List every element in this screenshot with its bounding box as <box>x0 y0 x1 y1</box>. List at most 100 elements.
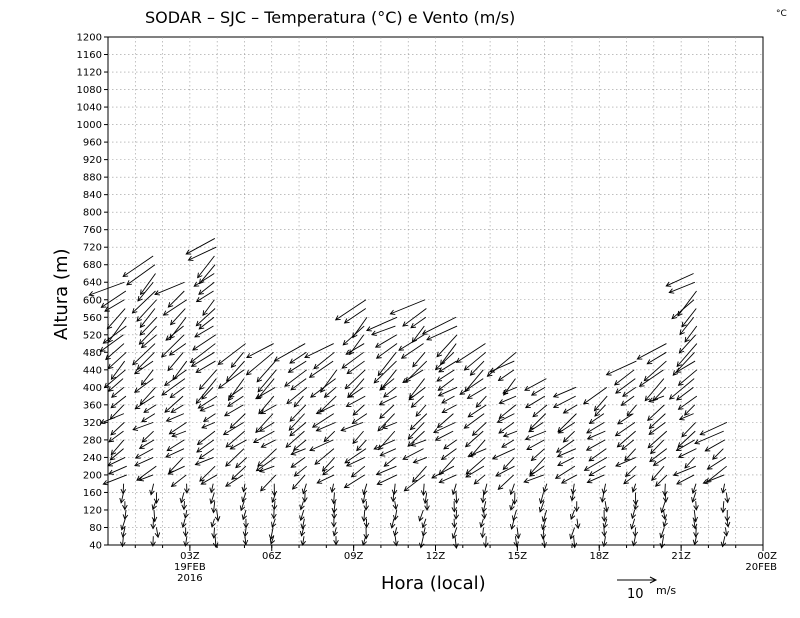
y-tick-label: 440 <box>83 365 102 376</box>
wind-barb-head <box>195 398 202 405</box>
wind-barb-head <box>402 454 409 460</box>
wind-barb <box>441 448 457 460</box>
wind-barb-head <box>181 522 187 529</box>
x-tick-date: 19FEB <box>174 562 206 573</box>
wind-barb <box>617 430 636 448</box>
wind-barb <box>655 474 668 487</box>
wind-barb <box>346 457 365 467</box>
wind-barb-head <box>289 416 296 422</box>
wind-barb <box>199 369 217 390</box>
wind-barb <box>150 483 155 495</box>
wind-barb-head <box>644 395 651 402</box>
wind-barb-head <box>104 306 110 312</box>
wind-barb <box>571 492 574 501</box>
wind-barb <box>331 483 334 493</box>
wind-barb <box>516 527 520 539</box>
wind-barb-head <box>162 310 169 316</box>
wind-barb <box>226 360 245 382</box>
wind-barb-head <box>290 462 297 468</box>
wind-barb-head <box>169 333 175 340</box>
wind-barb <box>650 439 665 454</box>
x-axis-title: Hora (local) <box>381 573 486 594</box>
wind-barb <box>424 492 428 504</box>
wind-barb <box>633 536 636 546</box>
wind-barb-head <box>434 435 441 441</box>
wind-barb <box>377 474 398 485</box>
wind-barb <box>300 501 304 510</box>
wind-barb <box>243 483 246 492</box>
wind-barb <box>531 386 546 396</box>
wind-barb-head <box>389 522 396 529</box>
wind-barb-head <box>422 498 429 505</box>
wind-barb <box>143 404 157 413</box>
wind-barb <box>410 316 427 329</box>
wind-barb <box>242 492 247 502</box>
wind-barb-head <box>405 376 411 383</box>
wind-barb-head <box>676 395 682 401</box>
wind-barb-head <box>676 361 682 368</box>
wind-barb-head <box>134 404 141 410</box>
wind-barb-head <box>668 394 675 400</box>
wind-barb <box>373 439 396 450</box>
wind-barb-head <box>377 444 384 451</box>
wind-barb-head <box>131 308 138 314</box>
wind-barb-head <box>623 478 629 485</box>
wind-barb-head <box>638 381 645 387</box>
wind-barb <box>139 308 156 328</box>
wind-barb-head <box>407 441 414 447</box>
wind-barb-head <box>600 497 606 503</box>
wind-barb-head <box>529 469 535 475</box>
wind-barb <box>108 465 127 475</box>
wind-barb-head <box>467 412 474 418</box>
wind-barb <box>333 527 337 536</box>
wind-barb-head <box>255 427 261 434</box>
wind-barb-head <box>407 434 414 440</box>
wind-barb <box>346 360 365 374</box>
wind-barb <box>394 527 398 536</box>
wind-barb-head <box>286 398 293 405</box>
wind-barb <box>122 527 126 538</box>
wind-barb-head <box>352 410 359 416</box>
wind-barb <box>227 395 244 407</box>
wind-barb-head <box>509 489 515 496</box>
wind-barb-head <box>110 402 117 409</box>
wind-barb <box>258 395 275 414</box>
wind-barb-head <box>200 479 207 485</box>
wind-barb <box>108 430 124 443</box>
wind-barb-head <box>677 404 684 410</box>
wind-barb <box>725 492 729 503</box>
wind-barb-head <box>313 363 320 370</box>
x-tick-label: 06Z <box>262 551 282 562</box>
wind-barb-head <box>630 523 636 530</box>
wind-barb <box>196 439 215 453</box>
wind-barb <box>472 422 487 436</box>
wind-barb <box>563 430 575 443</box>
wind-barb <box>465 457 486 475</box>
wind-barb-head <box>140 379 147 386</box>
wind-barb-head <box>573 506 580 513</box>
wind-barb <box>301 518 305 529</box>
wind-barb <box>439 474 457 483</box>
wind-barb-head <box>602 523 608 529</box>
wind-barb <box>631 509 636 519</box>
wind-barb <box>673 465 696 476</box>
wind-barb <box>679 316 695 335</box>
wind-barb <box>153 509 156 522</box>
wind-barb <box>320 369 338 393</box>
wind-barb <box>201 474 218 485</box>
wind-barb <box>660 527 665 538</box>
wind-barb <box>134 457 154 467</box>
wind-barb <box>366 316 398 331</box>
wind-barb-head <box>363 533 369 540</box>
wind-barb-head <box>257 393 263 400</box>
wind-barb <box>588 448 607 462</box>
wind-barb-head <box>471 430 478 436</box>
wind-barb-head <box>139 322 146 329</box>
wind-barb-head <box>480 497 486 504</box>
wind-barb-head <box>624 455 630 462</box>
wind-barb-head <box>497 484 504 490</box>
wind-barb <box>411 439 427 446</box>
wind-barb-head <box>421 329 428 335</box>
wind-barb <box>647 351 667 365</box>
